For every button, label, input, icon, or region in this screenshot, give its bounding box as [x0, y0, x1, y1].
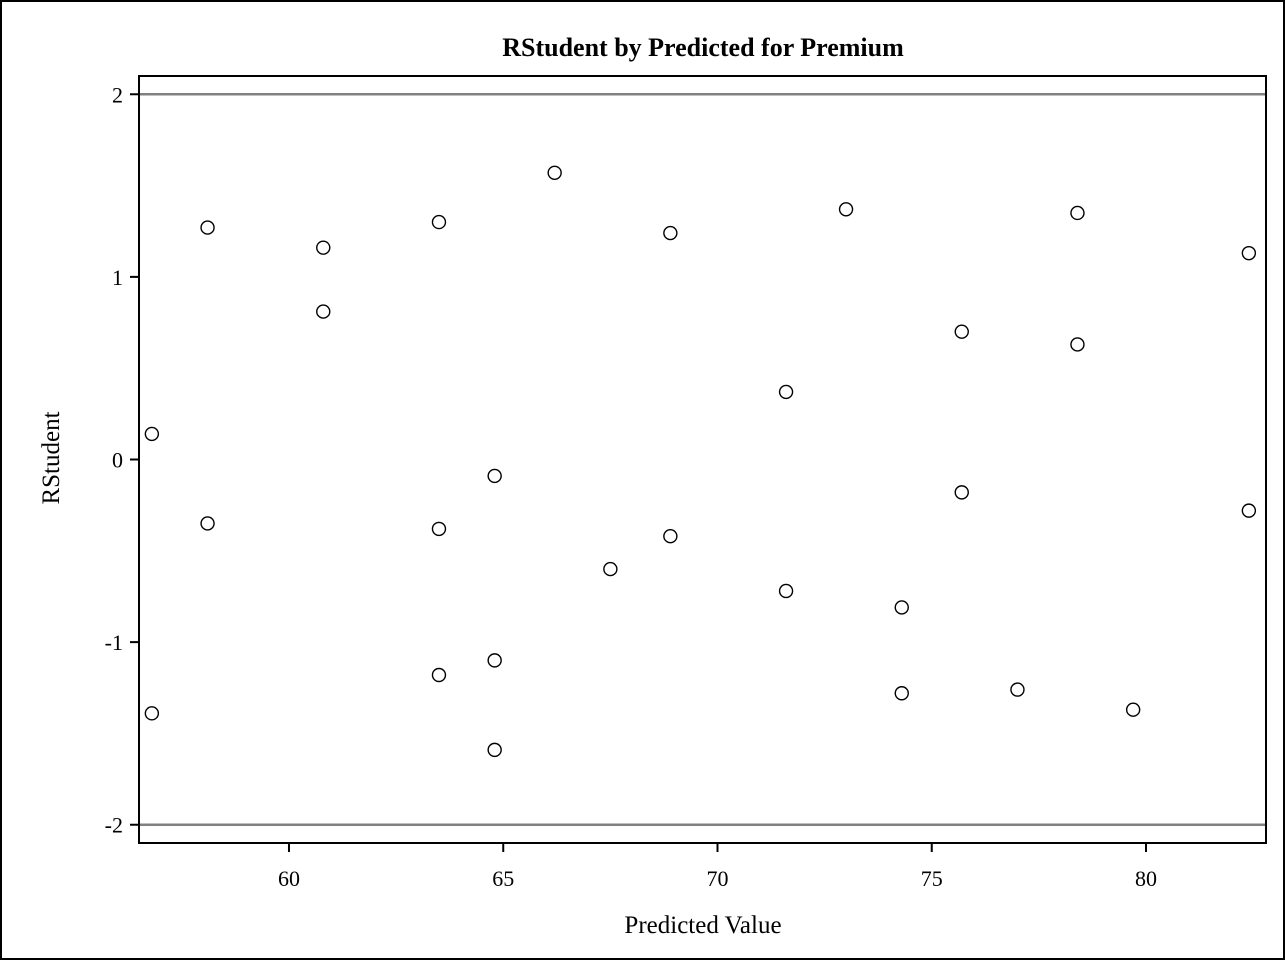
- x-tick-label: 70: [706, 866, 728, 891]
- data-point: [144, 706, 160, 721]
- data-point: [1241, 503, 1257, 518]
- data-points: [144, 165, 1257, 758]
- reference-lines: [139, 93, 1266, 826]
- chart-title: RStudent by Predicted for Premium: [502, 33, 904, 62]
- x-tick-label: 60: [278, 866, 300, 891]
- y-tick-label: -2: [105, 813, 123, 838]
- y-tick-label: 0: [112, 448, 123, 473]
- x-axis-label: Predicted Value: [624, 912, 781, 939]
- data-point: [894, 600, 909, 615]
- data-point: [778, 384, 794, 400]
- data-point: [487, 468, 502, 484]
- y-tick-label: 1: [112, 265, 123, 290]
- data-point: [547, 165, 562, 180]
- data-point: [431, 667, 447, 683]
- data-point: [316, 240, 331, 255]
- data-point: [954, 324, 969, 339]
- data-point: [144, 426, 160, 442]
- plot-frame: [138, 75, 1267, 844]
- data-point: [1241, 245, 1257, 261]
- data-point: [200, 516, 215, 531]
- y-axis: 2 1 0 -1 -2: [105, 82, 139, 838]
- data-point: [778, 583, 794, 599]
- data-point: [663, 225, 678, 241]
- data-point: [1010, 682, 1025, 697]
- data-point: [487, 742, 502, 758]
- y-tick-label: 2: [112, 82, 123, 107]
- data-point: [603, 561, 618, 577]
- data-point: [1070, 337, 1085, 352]
- data-point: [316, 304, 331, 319]
- data-point: [838, 202, 854, 217]
- data-point: [487, 653, 502, 668]
- data-point: [200, 220, 215, 235]
- y-tick-label: -1: [105, 630, 123, 655]
- x-tick-label: 75: [921, 866, 943, 891]
- data-point: [1125, 702, 1141, 717]
- data-point: [431, 521, 447, 537]
- data-point: [431, 214, 447, 230]
- data-point: [663, 529, 678, 544]
- x-tick-label: 65: [492, 866, 514, 891]
- x-axis: 60 65 70 75 80: [278, 843, 1157, 891]
- data-point: [894, 686, 909, 701]
- y-axis-label: RStudent: [38, 411, 65, 504]
- data-point: [1070, 205, 1085, 221]
- data-point: [954, 485, 969, 500]
- x-tick-label: 80: [1135, 866, 1157, 891]
